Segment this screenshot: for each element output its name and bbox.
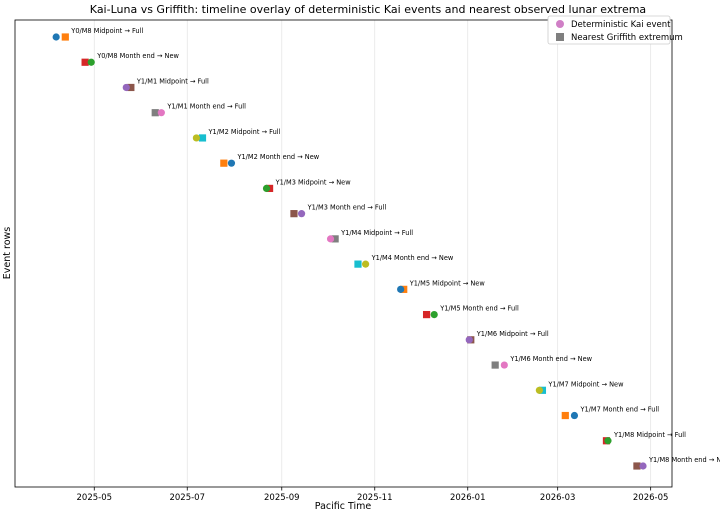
event-label: Y1/M8 Midpoint → Full — [613, 431, 686, 439]
kai-marker — [500, 361, 508, 369]
event-label: Y1/M2 Midpoint → Full — [207, 128, 280, 136]
event-label: Y1/M1 Midpoint → Full — [136, 77, 209, 85]
x-tick-label: 2026-03 — [540, 493, 576, 503]
event-label: Y0/M8 Month end → New — [96, 52, 179, 60]
legend-griffith-marker — [556, 33, 564, 41]
kai-marker — [122, 83, 130, 92]
event-label: Y0/M8 Midpoint → Full — [70, 27, 143, 35]
kai-marker — [362, 260, 370, 268]
kai-marker — [326, 235, 335, 243]
kai-marker — [227, 159, 236, 167]
x-tick-label: 2026-01 — [450, 493, 486, 503]
griffith-marker — [151, 109, 159, 117]
griffith-marker — [61, 33, 69, 41]
x-tick-label: 2025-07 — [169, 493, 205, 503]
griffith-marker — [354, 260, 362, 268]
event-label: Y1/M4 Midpoint → Full — [340, 229, 413, 237]
griffith-marker — [127, 83, 135, 92]
event-label: Y1/M6 Month end → New — [509, 355, 592, 363]
x-axis-label: Pacific Time — [315, 501, 372, 512]
griffith-marker — [290, 210, 298, 218]
event-label: Y1/M4 Month end → New — [371, 254, 454, 262]
kai-marker — [297, 210, 306, 218]
event-label: Y1/M6 Midpoint → Full — [476, 330, 549, 338]
event-label: Y1/M1 Month end → Full — [166, 103, 246, 111]
legend-kai-label: Deterministic Kai event — [571, 20, 671, 30]
event-label: Y1/M7 Month end → Full — [579, 406, 659, 414]
griffith-marker — [198, 134, 207, 142]
kai-marker — [570, 411, 579, 420]
event-labels: Y0/M8 Midpoint → Full Y0/M8 Month end → N… — [70, 27, 720, 464]
event-label: Y1/M5 Month end → Full — [439, 305, 519, 313]
kai-marker — [535, 386, 543, 394]
griffith-marker — [491, 361, 499, 369]
x-axis-ticks: 2025-05 2025-07 2025-09 2025-11 2026-01 2026-… — [77, 487, 669, 503]
y-axis-label: Event rows — [2, 227, 13, 280]
griffith-marker — [422, 310, 431, 319]
event-label: Y1/M3 Month end → Full — [307, 204, 387, 212]
event-label: Y1/M3 Midpoint → New — [275, 178, 352, 186]
kai-marker — [604, 437, 612, 445]
griffith-marker — [331, 235, 339, 243]
kai-marker — [465, 336, 473, 344]
x-tick-label: 2025-11 — [357, 493, 393, 503]
legend-box — [547, 15, 671, 45]
chart-title: Kai-Luna vs Griffith: timeline overlay o… — [90, 3, 646, 16]
kai-marker — [157, 109, 165, 117]
event-label: Y1/M8 Month end → New — [648, 456, 720, 464]
event-label: Y1/M2 Month end → New — [236, 153, 319, 161]
griffith-marker — [633, 462, 641, 470]
x-tick-label: 2026-05 — [633, 493, 669, 503]
event-label: Y1/M5 Midpoint → New — [409, 279, 486, 287]
legend-kai-marker — [556, 20, 564, 28]
kai-marker — [430, 310, 438, 319]
legend: Deterministic Kai event Nearest Griffith… — [547, 15, 683, 45]
x-tick-label: 2025-05 — [77, 493, 113, 503]
griffith-marker — [81, 58, 89, 66]
kai-marker — [397, 285, 405, 293]
event-label: Y1/M7 Midpoint → New — [547, 380, 624, 388]
grid-lines — [93, 20, 652, 487]
griffith-marker — [220, 159, 228, 167]
kai-marker — [87, 58, 95, 66]
kai-marker — [639, 462, 647, 470]
kai-marker — [52, 33, 60, 41]
plot-frame — [14, 19, 673, 488]
legend-griffith-label: Nearest Griffith extremum — [571, 33, 683, 43]
x-tick-label: 2025-09 — [264, 493, 300, 503]
kai-marker — [262, 184, 271, 193]
data-points — [52, 33, 647, 470]
kai-marker — [192, 134, 200, 142]
griffith-marker — [561, 411, 569, 420]
